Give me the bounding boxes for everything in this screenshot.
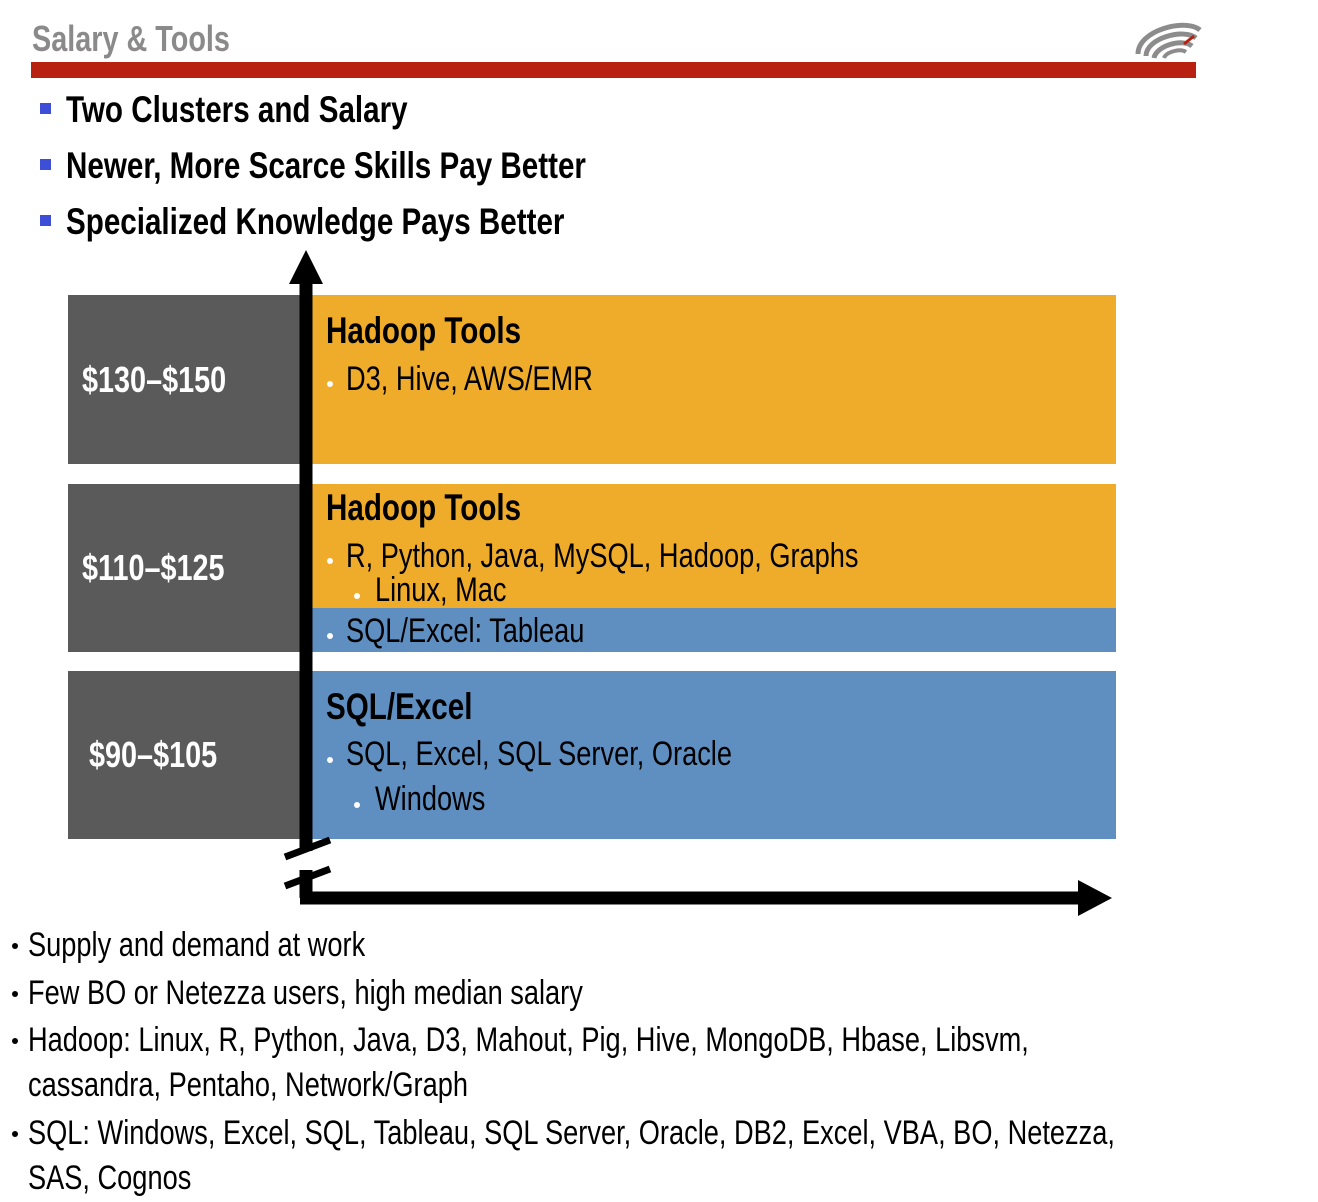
salary-box-mid: $110–$125 <box>68 484 306 652</box>
bullet-dot-icon <box>12 991 18 997</box>
bullet-dot-icon <box>12 943 18 949</box>
band-sql-bottom: SQL/Excel SQL, Excel, SQL Server, Oracle… <box>312 671 1116 839</box>
bullet-dot-icon <box>327 558 333 564</box>
band-subitem: Windows <box>375 780 486 818</box>
bullet-square-icon <box>40 103 51 114</box>
band-hadoop-mid: Hadoop Tools R, Python, Java, MySQL, Had… <box>312 484 1116 609</box>
band-subitem: Linux, Mac <box>375 571 507 609</box>
title-rule <box>31 62 1196 78</box>
bullet-dot-icon <box>354 593 360 599</box>
bullet-square-icon <box>40 159 51 170</box>
band-title: Hadoop Tools <box>326 487 522 528</box>
slide-title: Salary & Tools <box>32 18 230 59</box>
bullet-dot-icon <box>327 381 333 387</box>
bullet-dot-icon <box>327 757 333 763</box>
bullet-dot-icon <box>327 633 333 639</box>
y-axis-arrow <box>289 250 323 898</box>
band-sql-mid: SQL/Excel: Tableau <box>312 608 1116 652</box>
band-item: R, Python, Java, MySQL, Hadoop, Graphs <box>346 537 859 575</box>
salary-box-low: $90–$105 <box>68 671 306 839</box>
bullet-dot-icon <box>12 1038 18 1044</box>
x-axis-arrow <box>300 880 1112 916</box>
band-title: SQL/Excel <box>326 686 473 727</box>
band-hadoop-top: Hadoop Tools D3, Hive, AWS/EMR <box>312 295 1116 464</box>
bullet-square-icon <box>40 215 51 226</box>
band-item: SQL/Excel: Tableau <box>346 612 585 650</box>
swirl-logo-icon <box>1135 22 1202 60</box>
band-item: D3, Hive, AWS/EMR <box>346 360 593 398</box>
salary-box-high: $130–$150 <box>68 295 306 464</box>
band-item: SQL, Excel, SQL Server, Oracle <box>346 735 732 773</box>
band-title: Hadoop Tools <box>326 310 522 351</box>
axis-break-icon <box>283 836 332 890</box>
bullet-dot-icon <box>12 1131 18 1137</box>
bullet-dot-icon <box>354 802 360 808</box>
